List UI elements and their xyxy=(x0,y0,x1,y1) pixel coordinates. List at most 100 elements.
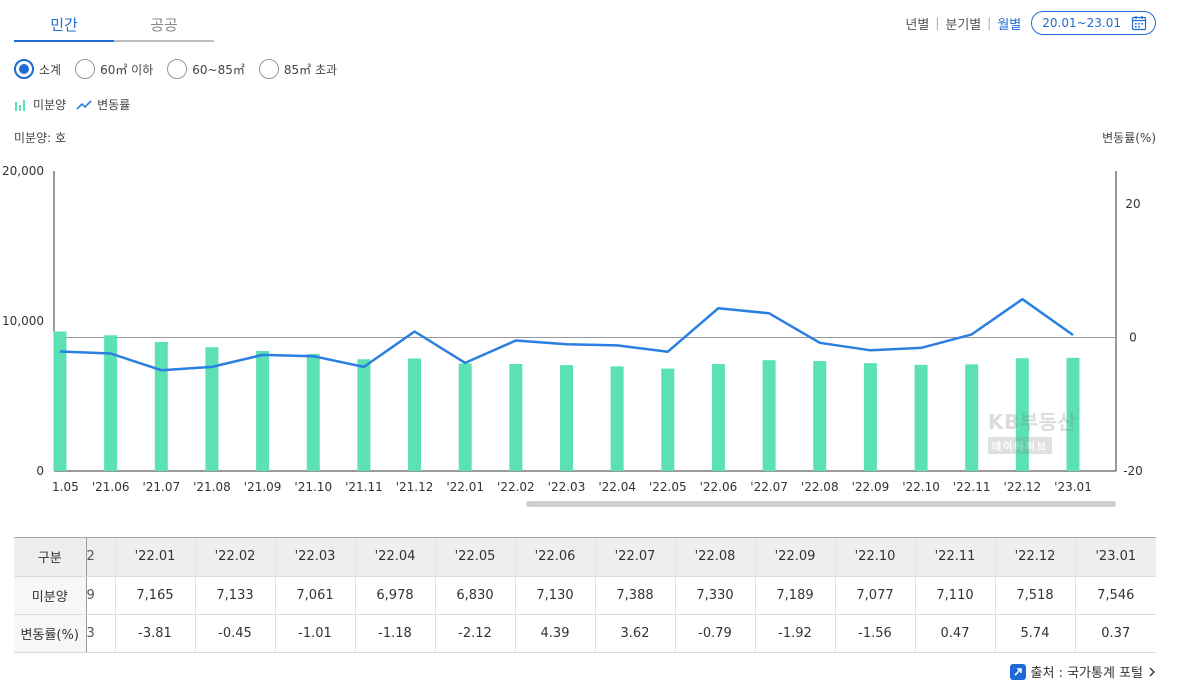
bar-unsold xyxy=(205,347,219,471)
filter-label: 60~85㎡ xyxy=(192,62,245,77)
table-cell: -1.92 xyxy=(754,614,835,653)
x-tick-label: '22.03 xyxy=(548,480,586,494)
period-quarterly[interactable]: 분기별 xyxy=(945,17,982,33)
table-cell: 0.37 xyxy=(1074,614,1156,653)
table-header-cell: '22.12 xyxy=(994,538,1075,577)
bar-unsold xyxy=(509,364,523,471)
radio-circle xyxy=(167,59,188,79)
y-left-tick-label: 10,000 xyxy=(2,314,44,328)
x-tick-label: '22.08 xyxy=(801,480,839,494)
table-cell: 7,330 xyxy=(674,576,755,615)
table-cell: 7,061 xyxy=(274,576,355,615)
table-row: 변동률(%) 3 -3.81 -0.45 -1.01 -1.18 -2.12 4… xyxy=(14,614,1156,653)
x-tick-label: '21.12 xyxy=(396,480,434,494)
table-cell: 7,189 xyxy=(754,576,835,615)
x-tick-label: '22.06 xyxy=(700,480,738,494)
period-monthly[interactable]: 월별 xyxy=(997,17,1022,33)
x-tick-label: '22.07 xyxy=(750,480,788,494)
table-cell: 7,133 xyxy=(194,576,275,615)
right-axis-unit: 변동률(%) xyxy=(1102,131,1156,145)
table-header-cell: '23.01 xyxy=(1074,538,1156,577)
unsold-housing-chart: 0 10,000 20,000 -20 0 20 1.05 '21.06 '21.07 '21.0… xyxy=(2,164,1143,494)
table-cell: 3.62 xyxy=(594,614,675,653)
table-cell: 9 xyxy=(85,576,115,615)
x-tick-label: '22.11 xyxy=(953,480,991,494)
y-right-tick-label: -20 xyxy=(1123,464,1143,478)
data-table: 구분 2 '22.01 '22.02 '22.03 '22.04 '22.05 … xyxy=(14,537,1156,653)
source-link[interactable]: 출처 : 국가통계 포털 xyxy=(1009,662,1156,681)
filter-under-60[interactable]: 60㎡ 이하 xyxy=(75,59,153,79)
bar-unsold xyxy=(1015,358,1029,471)
radio-circle xyxy=(75,59,96,79)
bar-unsold xyxy=(357,359,371,471)
chart-legend: 미분양 변동률 xyxy=(14,96,140,113)
table-cell: 7,165 xyxy=(114,576,195,615)
table-header-cell: '22.01 xyxy=(114,538,195,577)
bar-unsold xyxy=(104,335,118,471)
bar-unsold xyxy=(306,354,320,471)
x-tick-label: '21.11 xyxy=(345,480,383,494)
x-tick-label: '21.07 xyxy=(142,480,180,494)
table-cell: -1.56 xyxy=(834,614,915,653)
filter-subtotal[interactable]: 소계 xyxy=(14,59,61,79)
table-cell: 7,388 xyxy=(594,576,675,615)
filter-60-85[interactable]: 60~85㎡ xyxy=(167,59,245,79)
row-label-unsold: 미분양 xyxy=(14,576,87,615)
x-tick-label: '22.12 xyxy=(1004,480,1042,494)
line-change-rate xyxy=(59,297,1074,372)
x-tick-label: '21.10 xyxy=(294,480,332,494)
radio-circle xyxy=(14,59,34,79)
size-filter-group: 소계 60㎡ 이하 60~85㎡ 85㎡ 초과 xyxy=(14,59,351,79)
table-header-cell: '22.02 xyxy=(194,538,275,577)
table-cell: -1.01 xyxy=(274,614,355,653)
radio-circle xyxy=(258,59,279,79)
table-cell: 6,830 xyxy=(434,576,515,615)
table-row: 미분양 9 7,165 7,133 7,061 6,978 6,830 7,13… xyxy=(14,576,1156,615)
table-header-cell: '22.06 xyxy=(514,538,595,577)
table-corner: 구분 xyxy=(14,538,87,577)
table-header-cell: '22.03 xyxy=(274,538,355,577)
x-tick-label: '21.06 xyxy=(92,480,130,494)
filter-over-85[interactable]: 85㎡ 초과 xyxy=(258,59,337,79)
bar-unsold xyxy=(661,368,675,471)
tab-private[interactable]: 민간 xyxy=(14,10,114,42)
x-tick-label: '22.04 xyxy=(598,480,636,494)
table-header-row: 구분 2 '22.01 '22.02 '22.03 '22.04 '22.05 … xyxy=(14,538,1156,577)
table-cell: -0.45 xyxy=(194,614,275,653)
legend-line-label: 변동률 xyxy=(97,98,131,112)
legend-bar-label: 미분양 xyxy=(33,98,67,112)
table-header-cell: 2 xyxy=(85,538,115,577)
x-tick-label: '23.01 xyxy=(1054,480,1092,494)
table-cell: 7,130 xyxy=(514,576,595,615)
y-left-tick-label: 0 xyxy=(36,464,44,478)
bar-unsold xyxy=(1066,357,1080,471)
table-cell: 6,978 xyxy=(354,576,435,615)
table-cell: 5.74 xyxy=(994,614,1075,653)
chart-scrollbar[interactable] xyxy=(526,501,1116,507)
bar-unsold xyxy=(914,364,928,471)
table-cell: 7,546 xyxy=(1074,576,1156,615)
period-selector: 년별 | 분기별 | 월별 20.01~23.01 xyxy=(905,11,1156,35)
y-left-tick-label: 20,000 xyxy=(2,164,44,178)
source-label: 출처 : 국가통계 포털 xyxy=(1030,666,1143,681)
x-tick-label: 1.05 xyxy=(52,480,79,494)
legend-line[interactable]: 변동률 xyxy=(76,96,130,113)
bar-unsold xyxy=(408,358,422,471)
date-range-button[interactable]: 20.01~23.01 xyxy=(1031,11,1156,35)
bar-unsold xyxy=(711,364,725,471)
bar-unsold xyxy=(965,364,979,471)
external-link-icon xyxy=(1009,663,1026,680)
y-right-tick-label: 20 xyxy=(1125,197,1140,211)
row-label-change-rate: 변동률(%) xyxy=(14,614,87,653)
x-tick-label: '22.09 xyxy=(852,480,890,494)
table-header-cell: '22.11 xyxy=(914,538,995,577)
bar-unsold xyxy=(560,365,573,471)
table-header-cell: '22.08 xyxy=(674,538,755,577)
tab-public[interactable]: 공공 xyxy=(150,16,178,34)
left-axis-unit: 미분양: 호 xyxy=(14,131,67,145)
y-right-tick-label: 0 xyxy=(1129,331,1137,345)
filter-label: 소계 xyxy=(39,62,62,77)
period-yearly[interactable]: 년별 xyxy=(905,17,930,33)
legend-bar[interactable]: 미분양 xyxy=(14,96,66,113)
filter-label: 60㎡ 이하 xyxy=(100,62,154,77)
